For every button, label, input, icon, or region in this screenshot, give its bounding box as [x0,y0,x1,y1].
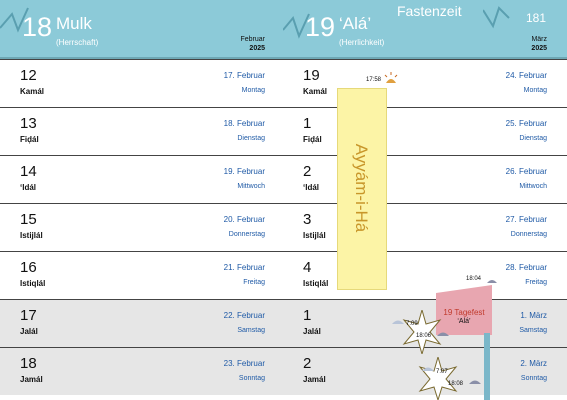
gregorian-weekday: Samstag [237,327,265,334]
badi-day-name: Istijlál [303,231,326,240]
zigzag-decoration-right [283,13,310,39]
badi-day-number: 12 [20,67,37,84]
sun-icon [487,280,497,283]
gregorian-weekday: Dienstag [519,135,547,142]
gregorian-date: 26. Februar [505,167,547,176]
calendar-row: 13 Fiḍál 18. Februar Dienstag 1 Fiḍál 25. Febr… [0,107,567,155]
gregorian-date: 27. Februar [505,215,547,224]
sunset-time: 18:06 [416,333,432,339]
gregorian-weekday: Sonntag [238,375,265,382]
badi-day-number: 1 [303,115,312,132]
month-name: Mulk [56,14,92,33]
calendar-row: 12 Kamál 17. Februar Montag 19 Kamál 24. Febru… [0,59,567,107]
badi-day-name: Kamál [20,87,45,96]
gregorian-date: 17. Februar [223,71,265,80]
badi-day-number: 16 [20,259,37,276]
feast-title: 19 Tagefest [443,308,485,317]
gregorian-weekday: Dienstag [237,135,265,142]
month-number: 19 [305,12,336,42]
calendar-header: 18 Mulk (Herrschaft) Februar 2025 19 ‘Al… [0,0,567,59]
sunset-icon [437,332,449,336]
badi-day-number: 18 [20,355,37,372]
month-left: 18 Mulk (Herrschaft) Februar 2025 [0,0,283,57]
gregorian-date: 21. Februar [223,263,265,272]
sunrise-icon [392,320,404,324]
badi-day-number: 4 [303,259,312,276]
badi-day-name: Jamál [20,375,43,384]
gregorian-date: 1. März [520,311,547,320]
sunset-time: 17:58 [366,77,382,83]
badi-day-name: ‘Idál [20,183,37,192]
sunrise-icon [422,367,434,371]
badi-day-name: Jamál [303,375,326,384]
badi-day-number: 2 [303,163,312,180]
feast-flag-pole [484,333,490,400]
calendar-row: 18 Jamál 23. Februar Sonntag 2 Jamál 2. März So… [0,347,567,395]
calendar-row: 15 Istijlál 20. Februar Donnerstag 3 Istijlál… [0,203,567,251]
gregorian-weekday: Donnerstag [510,231,547,238]
gregorian-weekday: Freitag [243,279,265,286]
fasting-season-label: Fastenzeit [397,3,462,19]
ayyam-i-ha-label: Ayyám-i-Há [352,143,372,233]
month-subtitle: (Herrlichkeit) [339,38,385,47]
gregorian-weekday: Samstag [519,327,547,334]
gregorian-month-label: Februar 2025 [240,36,265,52]
badi-day-number: 14 [20,163,37,180]
gregorian-date: 22. Februar [223,311,265,320]
gregorian-weekday: Montag [523,87,547,94]
badi-day-number: 17 [20,307,37,324]
calendar-row: 16 Istiqlál 21. Februar Freitag 4 Istiqlál 28.… [0,251,567,299]
badi-day-number: 15 [20,211,37,228]
sunrise-time: 7:07 [436,369,448,375]
gregorian-weekday: Mittwoch [237,183,265,190]
zigzag-decoration-left [0,7,29,33]
gregorian-weekday: Sonntag [520,375,547,382]
month-right: 19 ‘Alá’ (Herrlichkeit) März 2025 [283,0,567,57]
gregorian-date: 28. Februar [505,263,547,272]
gregorian-date: 23. Februar [223,359,265,368]
feast-subtitle: ‘Alá’ [457,318,471,325]
badi-day-name: Istijlál [20,231,43,240]
gregorian-weekday: Donnerstag [228,231,265,238]
badi-day-name: ‘Idál [303,183,320,192]
sunset-icon [469,380,481,384]
gregorian-date: 18. Februar [223,119,265,128]
sunset-time: 18:04 [466,276,482,282]
page-number: 181 [526,11,547,25]
sunrise-time: 7:09 [406,321,418,327]
month-subtitle: (Herrschaft) [56,38,99,47]
gregorian-date: 20. Februar [223,215,265,224]
calendar-row: 14 ‘Idál 19. Februar Mittwoch 2 ‘Idál 26. Febr… [0,155,567,203]
ayyam-i-ha-band [337,88,387,290]
star-burst-icon [402,310,442,354]
gregorian-month-label: März 2025 [531,36,547,52]
badi-day-name: Fiḍál [303,135,322,144]
badi-day-name: Istiqlál [20,279,46,288]
badi-day-name: Jalál [303,327,321,336]
gregorian-date: 24. Februar [505,71,547,80]
badi-day-number: 3 [303,211,312,228]
badi-day-number: 2 [303,355,312,372]
gregorian-weekday: Mittwoch [519,183,547,190]
feast-flag [436,285,492,335]
gregorian-date: 19. Februar [223,167,265,176]
badi-day-name: Istiqlál [303,279,329,288]
zigzag-decoration-far-right [483,6,510,29]
sun-icon [384,72,398,83]
month-number: 18 [22,12,53,42]
gregorian-weekday: Montag [241,87,265,94]
gregorian-weekday: Freitag [525,279,547,286]
badi-day-name: Kamál [303,87,328,96]
star-burst-icon [418,357,458,400]
sunset-time: 18:08 [448,381,464,387]
month-name: ‘Alá’ [339,14,372,33]
badi-day-number: 13 [20,115,37,132]
gregorian-date: 2. März [520,359,547,368]
badi-day-number: 1 [303,307,312,324]
badi-day-number: 19 [303,67,320,84]
gregorian-date: 25. Februar [505,119,547,128]
badi-day-name: Fiḍál [20,135,39,144]
badi-day-name: Jalál [20,327,38,336]
